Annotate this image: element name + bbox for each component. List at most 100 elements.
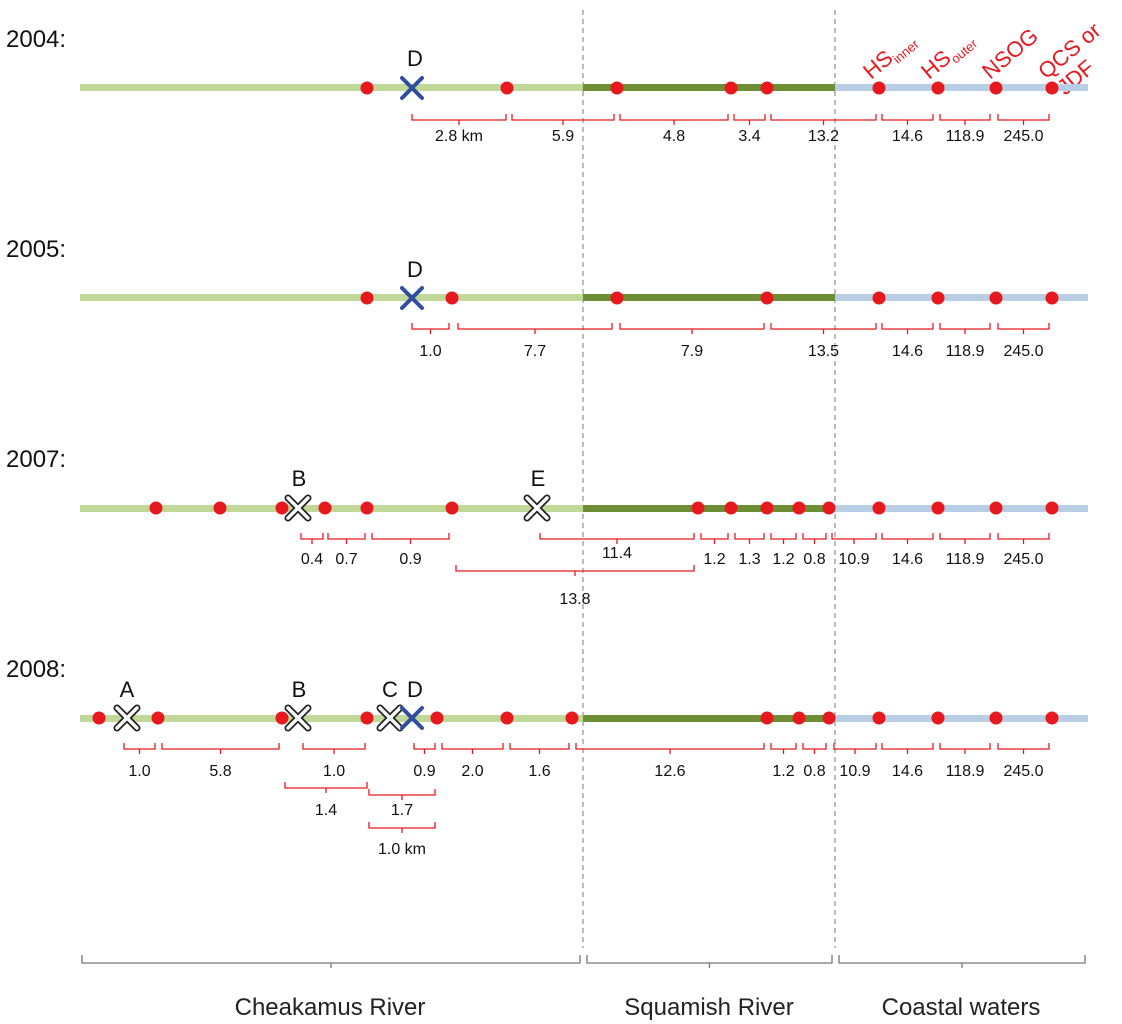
distance-bracket — [700, 533, 729, 544]
distance-label: 1.0 — [419, 343, 441, 360]
distance-label: 1.0 km — [378, 841, 426, 858]
site-label-e: E — [531, 466, 546, 491]
secondary-bracket — [368, 822, 436, 833]
distance-bracket — [881, 533, 934, 544]
coastal-waters-segment — [835, 84, 1088, 91]
distance-label: 1.0 — [323, 763, 345, 780]
distance-label: 0.8 — [803, 763, 825, 780]
receiver-dot-icon — [360, 501, 374, 515]
distance-bracket — [619, 114, 729, 125]
distance-label: 11.4 — [602, 545, 632, 562]
habitat-label-nsog: NSOG — [977, 23, 1043, 84]
distance-label: 0.8 — [803, 551, 825, 568]
receiver-dot-icon — [1045, 711, 1059, 725]
region-bracket — [838, 955, 1086, 968]
squamish-river-segment — [583, 294, 835, 301]
site-label-d: D — [407, 46, 423, 71]
distance-bracket — [881, 114, 934, 125]
distance-label: 2.0 — [461, 763, 483, 780]
distance-bracket — [831, 533, 877, 544]
receiver-dot-icon — [989, 711, 1003, 725]
receiver-dot-icon — [760, 711, 774, 725]
distance-brackets: 2.8 km 5.9 4.8 3.4 13.2 14.6 118.9 245.0 — [411, 114, 1050, 145]
year-label: 2004: — [6, 26, 66, 53]
receiver-dot-icon — [151, 711, 165, 725]
distance-bracket — [881, 743, 934, 754]
receiver-dot-icon — [213, 501, 227, 515]
receivers — [360, 291, 1059, 305]
receiver-dot-icon — [989, 81, 1003, 95]
receiver-dot-icon — [92, 711, 106, 725]
receivers — [360, 81, 1059, 95]
distance-brackets: 0.4 0.7 0.9 11.4 1.2 1.3 1.2 0.8 10.9 14.6 118.9 24… — [300, 533, 1050, 568]
distance-label: 1.6 — [528, 763, 550, 780]
receiver-dot-icon — [989, 291, 1003, 305]
receiver-dot-icon — [275, 711, 289, 725]
release-site-d — [400, 706, 424, 730]
cheakamus-river-segment — [80, 505, 583, 512]
squamish-river-segment — [583, 715, 835, 722]
receiver-dot-icon — [724, 81, 738, 95]
distance-label: 5.8 — [209, 763, 231, 780]
distance-label: 1.0 — [128, 763, 150, 780]
receiver-dot-icon — [430, 711, 444, 725]
year-label: 2007: — [6, 446, 66, 473]
receiver-dot-icon — [360, 291, 374, 305]
distance-label: 3.4 — [738, 128, 760, 145]
region-label-squamish: Squamish River — [624, 994, 793, 1021]
distance-label: 245.0 — [1003, 551, 1043, 568]
distance-bracket — [411, 114, 507, 125]
distance-bracket — [770, 533, 797, 544]
distance-bracket — [509, 743, 570, 754]
distance-label: 1.2 — [772, 551, 794, 568]
distance-label: 0.4 — [301, 551, 323, 568]
distance-label: 245.0 — [1003, 763, 1043, 780]
year-row-2007: 2007: B E 0.4 0.7 0.9 11.4 1.2 1.3 1.2 0.8 10.9 1… — [6, 446, 1088, 608]
distance-label: 118.9 — [946, 343, 985, 360]
distance-label: 4.8 — [663, 128, 685, 145]
secondary-bracket — [368, 789, 436, 800]
squamish-river-segment — [583, 84, 835, 91]
distance-bracket — [770, 323, 877, 334]
distance-bracket — [997, 323, 1050, 334]
distance-bracket — [441, 743, 504, 754]
distance-label: 245.0 — [1003, 343, 1043, 360]
receiver-dot-icon — [792, 501, 806, 515]
receiver-dot-icon — [931, 501, 945, 515]
distance-bracket — [881, 323, 934, 334]
distance-bracket — [997, 533, 1050, 544]
receivers — [92, 711, 1059, 725]
distance-bracket — [734, 533, 765, 544]
distance-label: 10.9 — [838, 551, 869, 568]
distance-bracket — [939, 323, 991, 334]
receiver-dot-icon — [872, 81, 886, 95]
distance-brackets: 1.0 7.7 7.9 13.5 14.6 118.9 245.0 — [411, 323, 1050, 360]
distance-label: 13.8 — [559, 591, 590, 608]
receiver-dot-icon — [610, 291, 624, 305]
distance-label: 12.6 — [654, 763, 685, 780]
receiver-dot-icon — [1045, 501, 1059, 515]
distance-label: 1.4 — [315, 802, 337, 819]
region-brackets — [81, 955, 1086, 968]
receiver-dot-icon — [872, 501, 886, 515]
receiver-dot-icon — [500, 711, 514, 725]
distance-bracket — [939, 533, 991, 544]
distance-label: 0.9 — [413, 763, 435, 780]
distance-bracket — [939, 114, 991, 125]
secondary-brackets: 13.8 — [455, 565, 695, 608]
receiver-dot-icon — [822, 711, 836, 725]
receiver-dot-icon — [1045, 81, 1059, 95]
distance-bracket — [457, 323, 613, 334]
region-bracket — [81, 955, 581, 968]
habitat-label-hs-outer: HSouter — [916, 26, 981, 87]
secondary-bracket — [455, 565, 695, 576]
distance-label: 0.9 — [399, 551, 421, 568]
distance-bracket — [802, 533, 827, 544]
receiver-dot-icon — [360, 711, 374, 725]
distance-label: 118.9 — [946, 551, 985, 568]
distance-label: 14.6 — [892, 343, 923, 360]
squamish-river-segment — [583, 505, 835, 512]
distance-label: 1.3 — [738, 551, 760, 568]
region-label-cheakamus: Cheakamus River — [235, 994, 426, 1021]
